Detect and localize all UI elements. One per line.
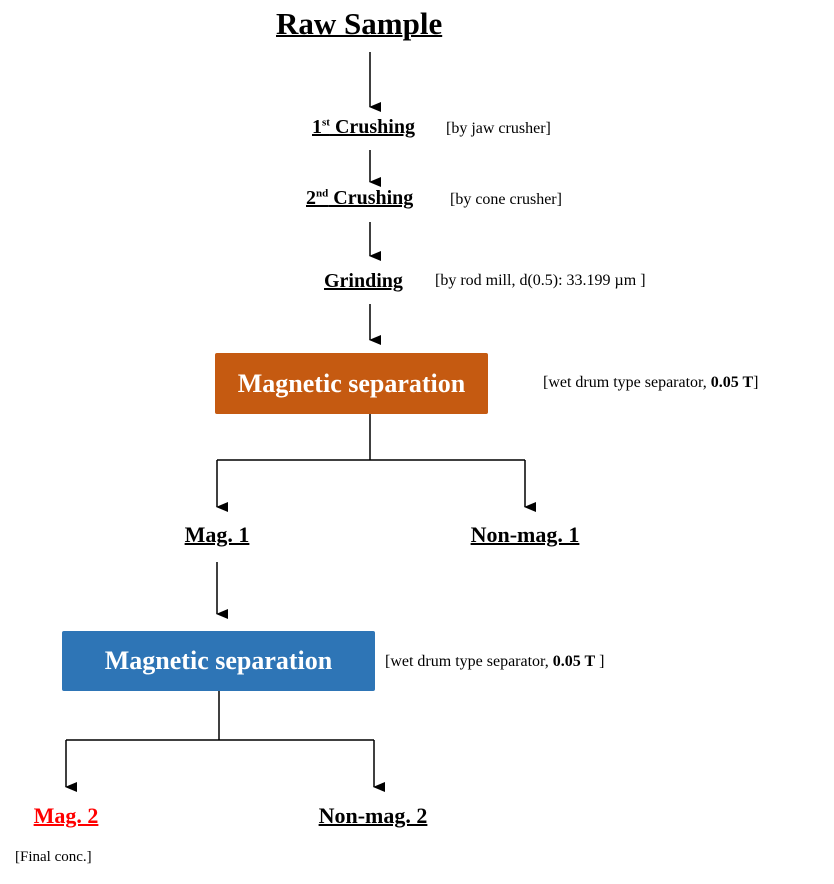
box-label: Magnetic separation bbox=[104, 646, 333, 675]
step-label: Crushing bbox=[329, 116, 415, 138]
note-text: ] bbox=[595, 653, 605, 670]
step-note: [by jaw crusher] bbox=[446, 120, 551, 137]
step-label: Crushing bbox=[328, 187, 414, 209]
output-mag-1: Mag. 1 bbox=[184, 522, 250, 547]
step-note: [by rod mill, d(0.5): 33.199 µm ] bbox=[435, 272, 646, 289]
note-text: [wet drum type separator, bbox=[385, 653, 553, 670]
separation-note-2: [wet drum type separator, 0.05 T ] bbox=[385, 653, 604, 671]
magnetic-separation-box-1: Magnetic separation bbox=[215, 353, 488, 414]
step-superscript: st bbox=[322, 116, 330, 129]
box-label: Magnetic separation bbox=[237, 368, 466, 398]
step-number: 1 bbox=[312, 116, 322, 138]
output-mag-2: Mag. 2 bbox=[33, 803, 99, 828]
step-superscript: nd bbox=[316, 187, 329, 200]
step-grinding: Grinding bbox=[324, 270, 403, 292]
step-number: 2 bbox=[306, 187, 316, 209]
output-nonmag-2: Non-mag. 2 bbox=[318, 803, 428, 828]
step-note: [by cone crusher] bbox=[450, 191, 562, 208]
output-nonmag-1: Non-mag. 1 bbox=[470, 522, 580, 547]
page-title: Raw Sample bbox=[276, 6, 443, 41]
note-text: [wet drum type separator, bbox=[543, 374, 711, 391]
field-strength: 0.05 T bbox=[710, 374, 754, 391]
magnetic-separation-box-2: Magnetic separation bbox=[62, 631, 375, 691]
step-crushing-2: 2nd Crushing bbox=[306, 187, 413, 210]
separation-note-1: [wet drum type separator, 0.05 T] bbox=[543, 374, 758, 392]
note-text: ] bbox=[753, 374, 759, 391]
final-concentrate-note: [Final conc.] bbox=[15, 849, 92, 865]
step-crushing-1: 1st Crushing bbox=[312, 116, 415, 139]
field-strength: 0.05 T bbox=[552, 653, 596, 670]
